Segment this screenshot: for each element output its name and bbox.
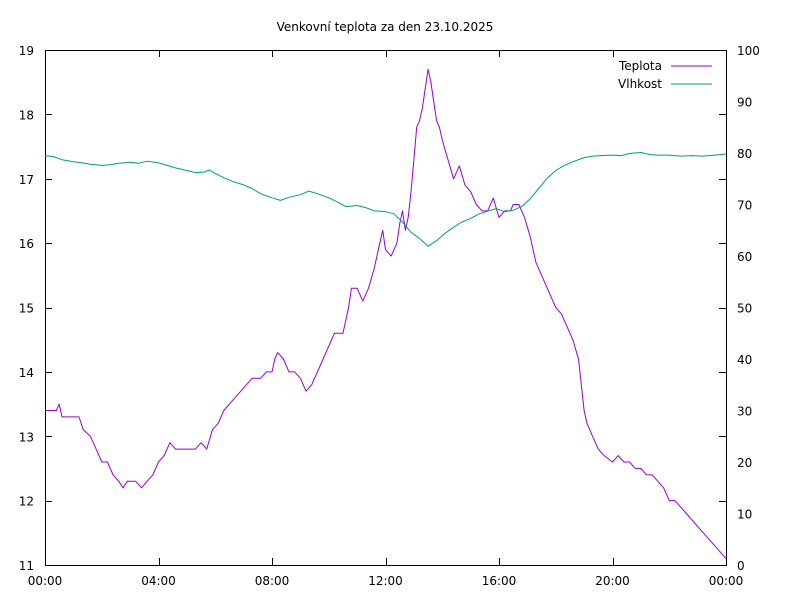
legend-label-teplota: Teplota bbox=[618, 59, 662, 73]
x-axis: 00:00 04:00 08:00 12:00 16:00 20:00 00:00 bbox=[28, 50, 744, 588]
left-tick-label: 15 bbox=[19, 302, 34, 316]
series-layer bbox=[44, 68, 727, 559]
right-tick-label: 90 bbox=[737, 96, 752, 110]
series-line-vlhkost bbox=[44, 152, 727, 247]
left-tick-label: 16 bbox=[19, 237, 34, 251]
right-tick-label: 60 bbox=[737, 250, 752, 264]
plot-frame bbox=[45, 50, 727, 566]
right-tick-label: 70 bbox=[737, 199, 752, 213]
right-tick-label: 0 bbox=[737, 559, 745, 573]
right-y-axis: 0 10 20 30 40 50 60 70 80 90 100 bbox=[737, 44, 760, 573]
right-tick-label: 50 bbox=[737, 302, 752, 316]
x-tick-label: 00:00 bbox=[709, 574, 744, 588]
left-tick-label: 19 bbox=[19, 44, 34, 58]
x-tick-label: 12:00 bbox=[368, 574, 403, 588]
x-tick-label: 08:00 bbox=[255, 574, 290, 588]
legend-label-vlhkost: Vlhkost bbox=[618, 77, 662, 91]
left-y-axis: 11 12 13 14 15 16 17 18 19 bbox=[19, 44, 726, 573]
right-tick-label: 40 bbox=[737, 353, 752, 367]
right-tick-label: 30 bbox=[737, 405, 752, 419]
x-tick-label: 00:00 bbox=[28, 574, 63, 588]
left-tick-label: 13 bbox=[19, 430, 34, 444]
left-tick-label: 11 bbox=[19, 559, 34, 573]
series-line-teplota bbox=[45, 68, 727, 559]
legend: Teplota Vlhkost bbox=[618, 59, 712, 91]
left-tick-label: 18 bbox=[19, 108, 34, 122]
left-tick-label: 17 bbox=[19, 173, 34, 187]
right-tick-label: 10 bbox=[737, 508, 752, 522]
chart-title: Venkovní teplota za den 23.10.2025 bbox=[277, 20, 494, 34]
left-tick-label: 12 bbox=[19, 495, 34, 509]
x-tick-label: 16:00 bbox=[482, 574, 517, 588]
x-tick-label: 04:00 bbox=[141, 574, 176, 588]
right-tick-label: 80 bbox=[737, 147, 752, 161]
right-tick-label: 100 bbox=[737, 44, 760, 58]
left-tick-label: 14 bbox=[19, 366, 34, 380]
x-tick-label: 20:00 bbox=[595, 574, 630, 588]
right-tick-label: 20 bbox=[737, 456, 752, 470]
